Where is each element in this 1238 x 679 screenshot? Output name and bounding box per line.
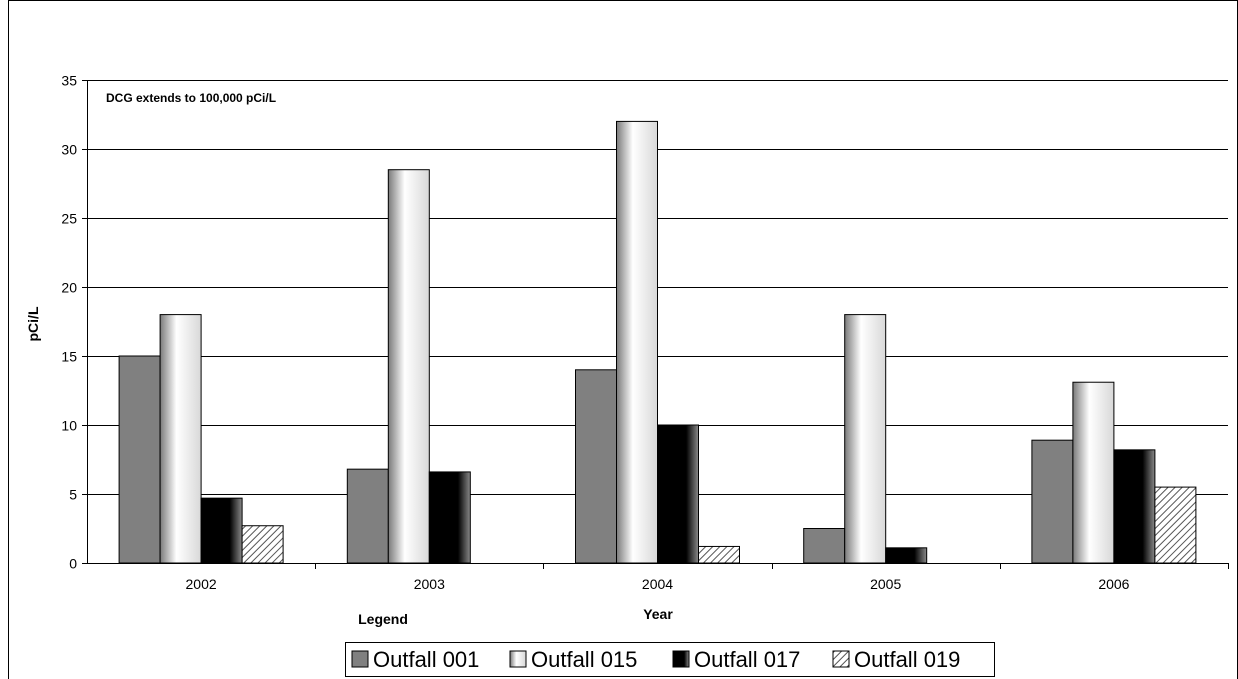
x-tick-label: 2002 [186,576,217,592]
legend-label: Outfall 015 [531,647,637,672]
x-tick-label: 2003 [414,576,445,592]
y-tick-labels: 0 5 10 15 20 25 30 35 [61,73,77,572]
legend-title: Legend [358,611,408,627]
x-tick-label: 2004 [642,576,673,592]
bar-outfall-015-2004 [616,120,658,564]
bar-outfall-015-2006 [1072,381,1115,564]
bar-outfall-019-2004 [698,545,740,564]
bar-outfall-001-2006 [1031,439,1074,564]
bar-outfall-001-2005 [803,528,846,564]
bars [118,120,1197,564]
legend-swatch [832,650,850,668]
y-tick-label: 35 [61,73,77,89]
bar-outfall-017-2006 [1113,449,1156,564]
legend-swatch [509,650,527,668]
legend-swatch [351,650,369,668]
legend: Outfall 001 Outfall 015 Outfall 017 Outfall… [345,642,995,677]
y-tick-label: 5 [69,487,77,503]
bar-outfall-019-2006 [1154,486,1197,564]
bar-outfall-017-2004 [657,424,699,564]
bar-outfall-017-2005 [885,547,928,564]
x-axis-title: Year [643,606,673,622]
legend-box [345,642,995,677]
legend-label: Outfall 001 [373,647,479,672]
y-tick-label: 0 [69,556,77,572]
y-tick-label: 15 [61,349,77,365]
bar-outfall-017-2003 [428,471,471,564]
bar-outfall-015-2005 [844,314,887,564]
chart-annotation: DCG extends to 100,000 pCi/L [106,91,276,105]
x-tick-label: 2005 [870,576,901,592]
bar-outfall-019-2002 [241,525,284,564]
bar-outfall-001-2003 [346,468,389,564]
bar-outfall-001-2004 [575,369,617,564]
y-tick-label: 10 [61,418,77,434]
y-axis-title: pCi/L [25,306,41,341]
legend-label: Outfall 017 [694,647,800,672]
x-tick-labels: 2002 2003 2004 2005 2006 [186,576,1130,592]
x-tick-label: 2006 [1098,576,1129,592]
bar-outfall-015-2003 [387,169,430,564]
axes [82,80,1229,569]
legend-swatch [672,650,690,668]
bar-outfall-015-2002 [159,314,202,564]
y-tick-label: 25 [61,211,77,227]
y-tick-label: 20 [61,280,77,296]
legend-label: Outfall 019 [854,647,960,672]
y-tick-label: 30 [61,142,77,158]
bar-outfall-017-2002 [200,497,243,564]
bar-outfall-001-2002 [118,355,161,564]
